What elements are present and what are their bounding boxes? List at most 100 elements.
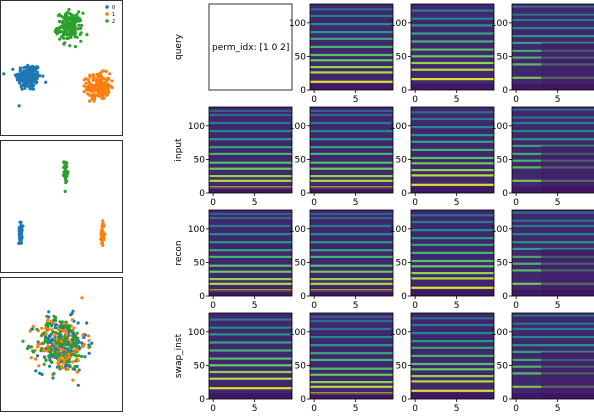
- scatter-point: [100, 69, 104, 73]
- harmonic-band: [310, 270, 393, 273]
- scatter-point: [18, 69, 22, 73]
- harmonic-band: [310, 367, 393, 370]
- decay-shade: [541, 42, 594, 90]
- y-tick-label: 100: [491, 122, 508, 132]
- harmonic-band: [209, 278, 292, 281]
- harmonic-band: [512, 219, 594, 222]
- spectrogram-cell: 0 50 100 0 5: [390, 312, 495, 414]
- spectrogram-cell: perm_idx: [1 0 2]: [208, 3, 293, 91]
- spectrogram-cell: 0 50 100 0 5: [491, 3, 594, 105]
- scatter-point: [102, 96, 106, 100]
- y-tick-label: 100: [390, 328, 407, 338]
- scatter-point: [78, 346, 82, 350]
- harmonic-band: [209, 370, 292, 374]
- scatter-point: [48, 358, 52, 362]
- harmonic-band: [512, 5, 594, 8]
- harmonic-band: [512, 322, 594, 325]
- scatter-point: [65, 326, 69, 330]
- harmonic-band: [310, 224, 393, 228]
- scatter-point: [64, 168, 68, 172]
- x-tick-label: 5: [353, 404, 359, 414]
- harmonic-band: [411, 368, 494, 371]
- x-tick-label: 5: [454, 95, 460, 105]
- scatter-point: [70, 312, 74, 316]
- scatter-point: [71, 15, 75, 19]
- scatter-point: [88, 75, 92, 79]
- scatter-point: [101, 84, 105, 88]
- harmonic-band: [411, 68, 494, 71]
- harmonic-band: [411, 174, 494, 177]
- harmonic-band: [310, 109, 393, 112]
- harmonic-band: [209, 224, 292, 228]
- harmonic-band: [512, 108, 594, 111]
- y-tick-label: 100: [289, 225, 306, 235]
- x-tick-label: 5: [353, 301, 359, 311]
- scatter-point: [62, 36, 66, 40]
- spectrogram-cell: 0 50 100 0 5: [188, 209, 293, 311]
- y-tick-label: 50: [396, 361, 408, 371]
- scatter-point: [55, 344, 59, 348]
- scatter-point: [53, 30, 57, 34]
- harmonic-band: [411, 214, 494, 217]
- y-tick-label: 50: [295, 155, 307, 165]
- harmonic-band: [209, 121, 292, 125]
- scatter-point: [48, 364, 52, 368]
- scatter-point: [86, 92, 90, 96]
- scatter-point: [58, 354, 62, 358]
- heatmap-frame: [309, 3, 394, 91]
- scatter-point: [22, 66, 26, 70]
- scatter-point: [54, 315, 58, 320]
- scatter-point: [82, 84, 86, 88]
- scatter-point: [65, 20, 69, 24]
- scatter-point: [38, 371, 42, 375]
- scatter-point: [50, 354, 54, 358]
- harmonic-band: [209, 146, 292, 149]
- scatter-point: [31, 350, 36, 354]
- harmonic-band: [512, 27, 594, 30]
- scatter-point: [31, 87, 35, 91]
- low-band: [411, 84, 494, 90]
- spectrogram-cell: 0 50 100 0 5: [289, 106, 394, 208]
- scatter-point: [40, 341, 45, 346]
- scatter-point: [106, 89, 111, 93]
- scatter-point: [61, 15, 65, 19]
- harmonic-band: [209, 212, 292, 215]
- scatter-point: [31, 324, 35, 329]
- harmonic-band: [512, 13, 594, 16]
- scatter-point: [99, 94, 103, 98]
- y-tick-label: 100: [491, 328, 508, 338]
- harmonic-band: [411, 111, 494, 114]
- scatter-point: [11, 67, 15, 71]
- heatmap-frame: [511, 209, 594, 297]
- scatter-point: [87, 99, 92, 103]
- scatter-point: [29, 76, 33, 80]
- harmonic-band: [310, 344, 393, 347]
- y-tick-label: 100: [188, 225, 205, 235]
- scatter-point: [32, 80, 36, 84]
- scatter-point: [67, 11, 71, 15]
- scatter-middle: [0, 140, 123, 273]
- scatter-point: [34, 357, 38, 361]
- heatmap-frame: [410, 312, 495, 400]
- low-band: [512, 393, 594, 399]
- scatter-bottom: [0, 277, 123, 412]
- heatmap-frame: [208, 209, 293, 297]
- scatter-point: [66, 36, 70, 41]
- y-tick-label: 0: [401, 292, 407, 302]
- harmonic-band: [209, 113, 292, 117]
- scatter-point: [78, 32, 82, 37]
- scatter-point: [73, 35, 77, 39]
- scatter-point: [75, 370, 79, 374]
- harmonic-band: [310, 71, 393, 74]
- y-tick-label: 0: [199, 189, 205, 199]
- harmonic-band: [411, 183, 494, 186]
- harmonic-band: [209, 349, 292, 352]
- heatmap-frame: [309, 209, 394, 297]
- scatter-point: [84, 77, 88, 81]
- harmonic-band: [209, 167, 292, 170]
- scatter-point: [23, 79, 27, 83]
- scatter-point: [17, 241, 21, 245]
- harmonic-band: [310, 37, 393, 40]
- scatter-point: [30, 65, 34, 69]
